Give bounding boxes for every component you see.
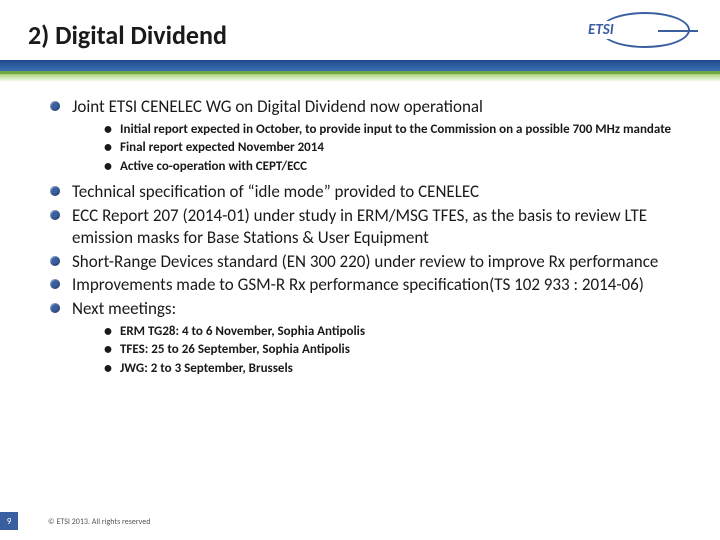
copyright-text: © ETSI 2013. All rights reserved	[48, 517, 150, 527]
list-item: Next meetings: ERM TG28: 4 to 6 November…	[50, 298, 690, 377]
divider-bar	[0, 60, 720, 82]
logo-line-icon	[658, 30, 698, 32]
footer: 9 © ETSI 2013. All rights reserved	[0, 510, 720, 530]
logo-text: ETSI	[586, 21, 616, 39]
list-item-text: Short-Range Devices standard (EN 300 220…	[72, 251, 658, 272]
sub-list-item: Active co-operation with CEPT/ECC	[100, 158, 690, 176]
list-item: Technical specification of “idle mode” p…	[50, 181, 690, 203]
list-item-text: Next meetings:	[72, 298, 176, 319]
sub-list: ERM TG28: 4 to 6 November, Sophia Antipo…	[100, 323, 690, 378]
title-bar: 2) Digital Dividend ETSI	[0, 0, 720, 60]
bullet-list: Joint ETSI CENELEC WG on Digital Dividen…	[50, 96, 690, 378]
list-item-text: ECC Report 207 (2014-01) under study in …	[72, 205, 647, 248]
sub-list: Initial report expected in October, to p…	[100, 121, 690, 176]
etsi-logo: ETSI	[580, 10, 690, 50]
list-item: ECC Report 207 (2014-01) under study in …	[50, 205, 690, 249]
sub-list-item: Final report expected November 2014	[100, 139, 690, 157]
sub-list-item: TFES: 25 to 26 September, Sophia Antipol…	[100, 341, 690, 359]
list-item-text: Joint ETSI CENELEC WG on Digital Dividen…	[72, 96, 483, 117]
list-item: Short-Range Devices standard (EN 300 220…	[50, 251, 690, 273]
sub-list-item: Initial report expected in October, to p…	[100, 121, 690, 139]
list-item-text: Technical specification of “idle mode” p…	[72, 181, 479, 202]
slide-title: 2) Digital Dividend	[28, 19, 227, 51]
sub-list-item: ERM TG28: 4 to 6 November, Sophia Antipo…	[100, 323, 690, 341]
list-item: Joint ETSI CENELEC WG on Digital Dividen…	[50, 96, 690, 175]
list-item: Improvements made to GSM-R Rx performanc…	[50, 274, 690, 296]
page-number: 9	[0, 512, 18, 530]
list-item-text: Improvements made to GSM-R Rx performanc…	[72, 274, 644, 295]
content-area: Joint ETSI CENELEC WG on Digital Dividen…	[0, 82, 720, 378]
sub-list-item: JWG: 2 to 3 September, Brussels	[100, 360, 690, 378]
